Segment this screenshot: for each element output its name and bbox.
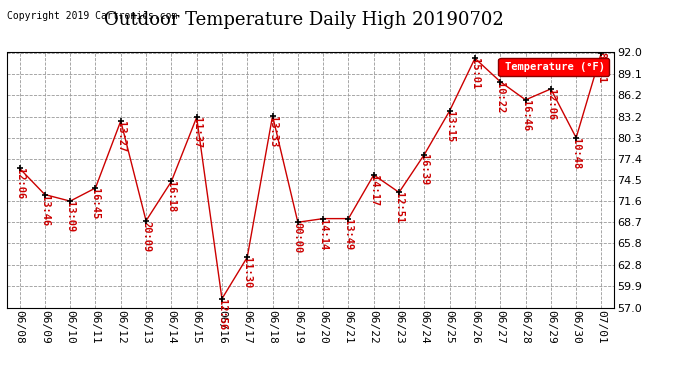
Text: 20:09: 20:09: [141, 221, 151, 252]
Text: 12:06: 12:06: [546, 89, 556, 120]
Text: 14:17: 14:17: [368, 175, 379, 206]
Text: 13:46: 13:46: [40, 195, 50, 226]
Text: 13:33: 13:33: [268, 116, 277, 147]
Text: Copyright 2019 Cartronics.com: Copyright 2019 Cartronics.com: [7, 11, 177, 21]
Legend: Temperature (°F): Temperature (°F): [498, 58, 609, 76]
Text: 16:18: 16:18: [166, 182, 177, 213]
Text: 85:51: 85:51: [596, 53, 607, 84]
Text: 11:30: 11:30: [242, 257, 253, 288]
Text: 11:37: 11:37: [192, 117, 201, 148]
Text: 16:46: 16:46: [520, 100, 531, 131]
Text: 12:56: 12:56: [217, 299, 227, 330]
Text: 13:09: 13:09: [65, 201, 75, 232]
Text: 16:39: 16:39: [420, 154, 429, 186]
Text: Outdoor Temperature Daily High 20190702: Outdoor Temperature Daily High 20190702: [104, 11, 504, 29]
Text: 13:49: 13:49: [344, 219, 353, 250]
Text: 13:27: 13:27: [116, 121, 126, 152]
Text: 13:15: 13:15: [444, 111, 455, 142]
Text: 15:01: 15:01: [470, 58, 480, 90]
Text: 10:22: 10:22: [495, 82, 505, 113]
Text: 00:00: 00:00: [293, 222, 303, 254]
Text: 10:48: 10:48: [571, 138, 581, 169]
Text: 12:06: 12:06: [14, 168, 25, 200]
Text: 14:14: 14:14: [318, 219, 328, 250]
Text: 16:45: 16:45: [90, 188, 101, 219]
Text: 12:51: 12:51: [394, 192, 404, 224]
